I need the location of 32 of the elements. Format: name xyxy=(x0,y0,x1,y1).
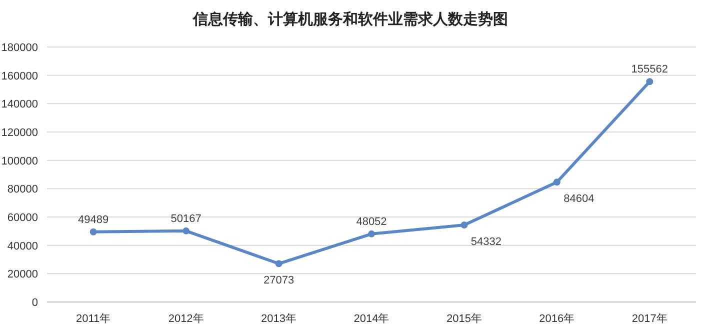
x-tick-label: 2013年 xyxy=(261,313,297,325)
y-tick-label: 160000 xyxy=(1,70,38,82)
x-tick-label: 2016年 xyxy=(539,313,575,325)
data-label: 48052 xyxy=(356,216,387,228)
point xyxy=(553,178,560,186)
y-tick-label: 120000 xyxy=(1,127,38,139)
point xyxy=(90,228,97,236)
x-tick-label: 2017年 xyxy=(632,313,668,325)
data-label: 49489 xyxy=(78,214,109,226)
data-label: 155562 xyxy=(631,64,668,76)
y-tick-label: 40000 xyxy=(7,240,38,252)
y-tick-label: 100000 xyxy=(1,155,38,168)
point xyxy=(182,227,190,234)
y-tick-label: 0 xyxy=(32,297,38,309)
y-tick-label: 140000 xyxy=(1,98,38,111)
point xyxy=(368,230,375,238)
data-label: 54332 xyxy=(470,236,502,248)
data-label: 50167 xyxy=(170,212,202,225)
x-tick-label: 2014年 xyxy=(354,313,390,325)
point xyxy=(275,260,282,268)
y-tick-label: 60000 xyxy=(7,212,38,224)
x-tick-label: 2015年 xyxy=(446,313,482,325)
y-tick-label: 20000 xyxy=(7,268,38,281)
data-label: 27073 xyxy=(263,274,294,287)
x-tick-label: 2012年 xyxy=(168,313,204,325)
data-label: 84604 xyxy=(564,193,594,206)
point xyxy=(460,222,468,229)
y-tick-label: 80000 xyxy=(7,184,38,196)
y-tick-label: 180000 xyxy=(1,42,38,54)
x-tick-label: 2011年 xyxy=(76,313,111,325)
chart-title: 信息传输、计算机服务和软件业需求人数走势图 xyxy=(192,11,508,28)
point xyxy=(646,78,654,86)
